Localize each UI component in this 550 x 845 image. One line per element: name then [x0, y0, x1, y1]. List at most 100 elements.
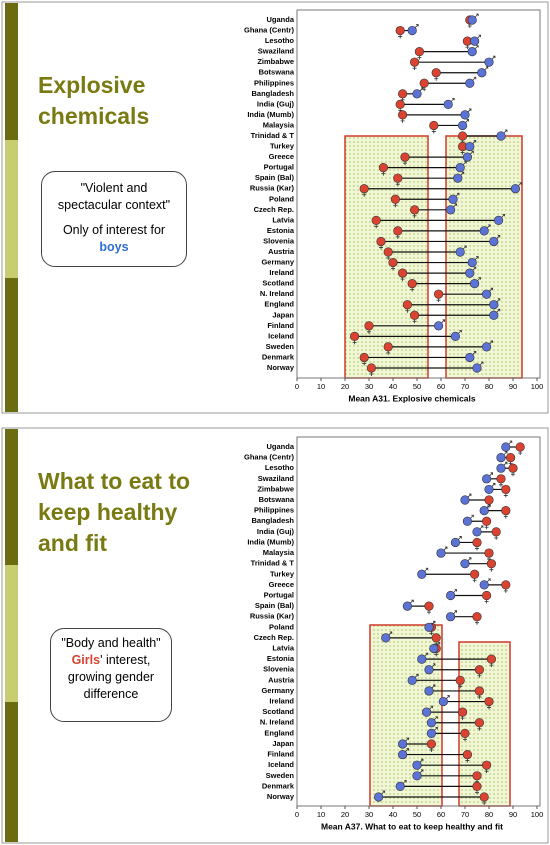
gender-symbol	[431, 663, 436, 668]
dot	[482, 590, 492, 601]
x-tick-label: 50	[413, 382, 421, 391]
dot	[364, 321, 374, 331]
category-label: Finland	[267, 750, 294, 759]
title-line: chemicals	[38, 103, 150, 129]
dot	[482, 342, 492, 352]
dot	[460, 495, 470, 505]
gender-symbol	[462, 245, 467, 250]
gender-symbol	[434, 652, 439, 657]
dot	[443, 99, 453, 109]
dot	[479, 580, 489, 590]
gender-symbol	[417, 55, 422, 60]
gender-symbol	[489, 472, 493, 477]
dot	[465, 141, 475, 152]
category-label: Portugal	[264, 163, 294, 172]
dot	[378, 163, 389, 173]
dot	[417, 569, 427, 579]
dot	[455, 247, 465, 257]
title-line: Explosive	[38, 72, 146, 98]
dot	[501, 506, 511, 516]
callout-text: growing gender	[67, 670, 155, 684]
gender-symbol	[391, 266, 395, 271]
dot	[472, 537, 482, 548]
gender-symbol	[460, 171, 465, 176]
category-label: Slovenia	[263, 665, 295, 674]
gender-symbol	[446, 695, 450, 699]
title-line: keep healthy	[38, 499, 178, 525]
dot	[501, 442, 511, 452]
gender-symbol	[496, 308, 501, 313]
gender-symbol	[484, 769, 489, 774]
gender-symbol	[472, 140, 477, 144]
gender-symbol	[441, 319, 445, 324]
category-label: Philippines	[254, 506, 294, 515]
dot	[395, 99, 405, 109]
dot	[398, 749, 408, 760]
category-label: Ireland	[269, 268, 294, 277]
dot	[486, 559, 497, 569]
dot	[429, 643, 439, 654]
category-label: England	[264, 728, 294, 737]
dot	[472, 612, 482, 622]
x-tick-label: 0	[295, 382, 299, 391]
category-label: Czech Rep.	[254, 205, 294, 214]
gender-symbol	[474, 256, 479, 260]
slide-frame	[1, 427, 549, 844]
highlight-box	[344, 135, 429, 379]
dot	[484, 548, 494, 558]
dot	[395, 781, 405, 791]
category-label: Estonia	[267, 654, 295, 663]
gender-symbol	[410, 287, 415, 292]
gender-symbol	[496, 235, 501, 239]
x-tick-label: 60	[437, 382, 445, 391]
dot	[486, 654, 497, 664]
dot	[496, 463, 506, 473]
dot	[465, 268, 475, 278]
gender-symbol	[486, 224, 491, 229]
category-label: Zimbabwe	[257, 57, 294, 66]
gender-symbol	[494, 535, 499, 540]
category-label: Philippines	[254, 78, 294, 87]
x-tick-label: 90	[509, 810, 517, 819]
category-label: Japan	[272, 739, 294, 748]
gender-symbol	[501, 213, 505, 218]
dot	[410, 205, 420, 215]
gender-symbol	[474, 13, 479, 18]
dot	[419, 78, 429, 88]
category-label: Japan	[272, 310, 294, 319]
dot	[467, 15, 477, 25]
category-label: Trinidad & T	[251, 559, 295, 568]
gender-symbol	[395, 234, 400, 239]
x-tick-label: 20	[341, 382, 349, 391]
gender-symbol	[431, 684, 436, 689]
dot	[472, 781, 482, 791]
gender-symbol	[402, 779, 407, 784]
dot	[508, 463, 518, 473]
dot	[479, 226, 489, 236]
gender-symbol	[477, 277, 481, 281]
dot	[407, 279, 417, 289]
callout-highlight: Girls	[71, 653, 101, 667]
gender-symbol	[463, 737, 467, 742]
category-label: Zimbabwe	[257, 484, 294, 493]
dot	[393, 226, 403, 236]
gender-symbol	[460, 716, 465, 721]
category-label: Swaziland	[258, 474, 295, 483]
dot	[484, 484, 494, 495]
category-label: Sweden	[266, 771, 295, 780]
callout-text: difference	[83, 687, 139, 701]
dot	[506, 453, 516, 463]
callout-text: Only of interest for	[62, 223, 166, 237]
plot-frame	[296, 9, 541, 379]
dot	[470, 279, 480, 289]
gender-symbol	[386, 350, 391, 355]
gender-symbol	[503, 493, 508, 498]
dot	[371, 215, 381, 225]
gender-symbol	[424, 567, 429, 572]
gender-symbol	[386, 256, 391, 260]
category-label: Trinidad & T	[251, 131, 295, 140]
gender-symbol	[458, 536, 462, 540]
highlight-box	[458, 641, 511, 807]
dot	[489, 236, 499, 247]
gender-symbol	[367, 329, 371, 334]
